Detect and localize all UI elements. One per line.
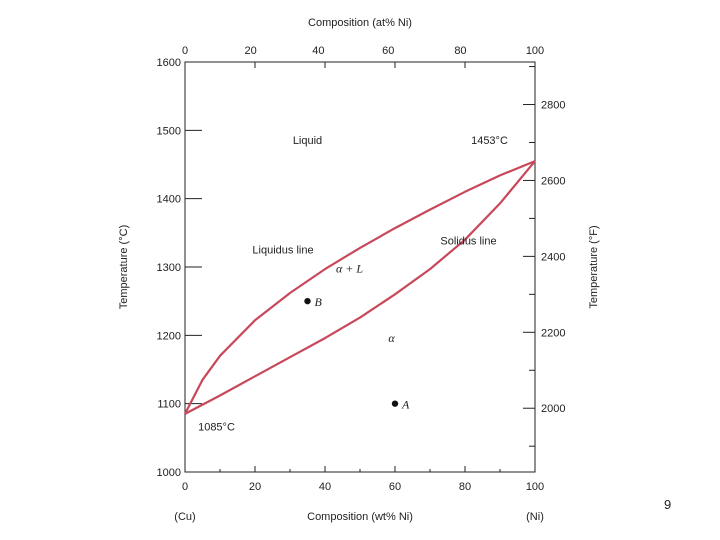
y-tick-label: 1600 xyxy=(157,57,181,69)
x-top-tick-label: 100 xyxy=(526,45,544,57)
composition-points: BA xyxy=(304,295,410,412)
x-tick-label: 0 xyxy=(182,481,188,493)
x-top-axis-title: Composition (at% Ni) xyxy=(308,17,412,29)
point-b-marker xyxy=(304,297,311,305)
y-right-tick-label: 2400 xyxy=(541,251,565,263)
annotation-liquid: Liquid xyxy=(293,135,322,147)
axes: 0 20 40 60 80 1000 20 40 60 80 1001000110012001300… xyxy=(118,17,600,523)
y-right-axis-title: Temperature (°F) xyxy=(588,225,600,308)
x-left-end-label: (Cu) xyxy=(174,511,195,523)
phase-curves xyxy=(184,160,536,415)
y-tick-label: 1100 xyxy=(157,399,181,411)
y-right-tick-label: 2600 xyxy=(541,175,565,187)
x-tick-label: 100 xyxy=(526,481,544,493)
point-a-marker xyxy=(391,400,399,407)
y-tick-label: 1500 xyxy=(157,125,181,137)
point-a-label: A xyxy=(401,398,410,412)
liquidus-line-curve xyxy=(184,160,536,415)
x-tick-label: 20 xyxy=(249,481,261,493)
y-right-tick-label: 2200 xyxy=(541,327,565,339)
y-tick-label: 1000 xyxy=(157,467,181,479)
annotation-1453-c: 1453°C xyxy=(471,135,508,147)
x-top-tick-label: 20 xyxy=(245,45,257,57)
x-top-tick-label: 0 xyxy=(182,45,188,57)
annotation-solidus-line: Solidus line xyxy=(440,235,496,247)
chart-labels: Liquid 1453°C Liquidus line Solidus line α +… xyxy=(198,135,508,433)
x-tick-label: 40 xyxy=(319,481,331,493)
x-axis-title: Composition (wt% Ni) xyxy=(307,511,413,523)
x-right-end-label: (Ni) xyxy=(526,511,544,523)
y-tick-label: 1300 xyxy=(157,262,181,274)
x-top-tick-label: 40 xyxy=(312,45,324,57)
annotation-liquidus-line: Liquidus line xyxy=(252,244,313,256)
y-right-tick-label: 2800 xyxy=(541,100,565,112)
solidus-line-curve xyxy=(184,160,536,415)
page-number: 9 xyxy=(664,497,672,512)
annotation-l: α + L xyxy=(336,261,363,275)
y-right-tick-label: 2000 xyxy=(541,403,565,415)
x-tick-label: 80 xyxy=(459,481,471,493)
x-tick-label: 60 xyxy=(389,481,401,493)
annotation-: α xyxy=(388,331,395,345)
y-axis-title: Temperature (°C) xyxy=(118,225,130,309)
annotation-1085-c: 1085°C xyxy=(198,421,235,433)
y-tick-label: 1200 xyxy=(157,330,181,342)
x-top-tick-label: 60 xyxy=(382,45,394,57)
point-b-label: B xyxy=(315,295,323,309)
y-tick-label: 1400 xyxy=(157,194,181,206)
x-top-tick-label: 80 xyxy=(454,45,466,57)
